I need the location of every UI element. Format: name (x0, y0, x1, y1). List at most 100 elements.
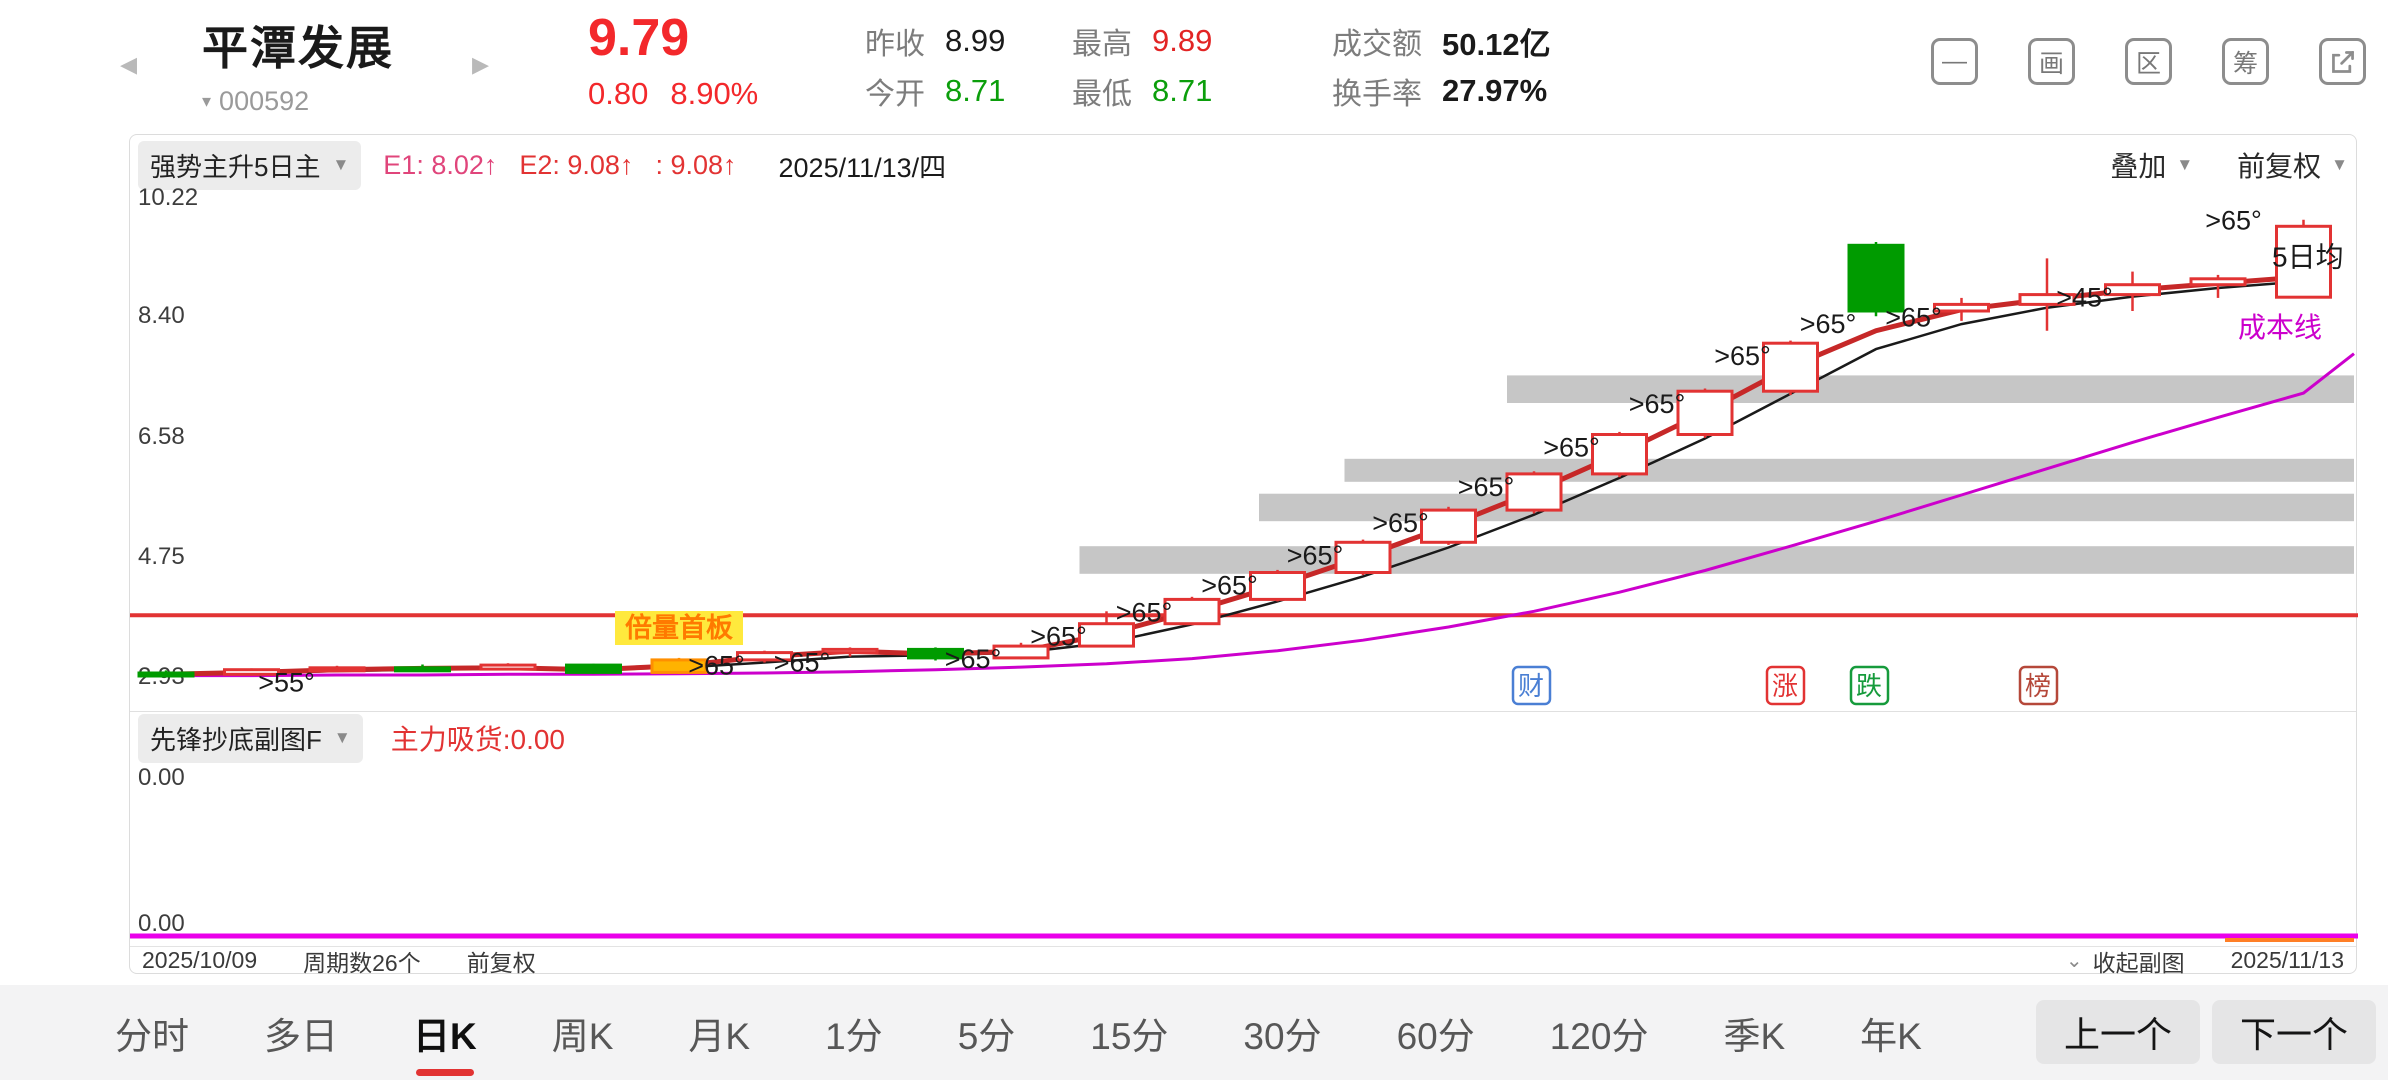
tab-yuek[interactable]: 月K (688, 1015, 751, 1057)
candle[interactable] (1249, 569, 1306, 602)
candle[interactable] (565, 663, 622, 674)
y-axis-label: 10.22 (138, 184, 199, 211)
chart-footer-info: 2025/10/09 周期数26个 前复权 ⌄ 收起副图 2025/11/13 (130, 946, 2356, 976)
next-stock-arrow[interactable]: ▸ (472, 45, 490, 83)
stock-identity[interactable]: 平潭发展 ▾ 000592 (202, 12, 394, 117)
candle[interactable] (394, 664, 451, 673)
candle[interactable] (736, 650, 793, 663)
stat-label: 最低 (1072, 78, 1132, 111)
stock-name: 平潭发展 (202, 22, 394, 74)
stat-label: 换手率 (1332, 78, 1422, 111)
stock-code-row[interactable]: ▾ 000592 (202, 86, 394, 117)
angle-annotation: >65° (1543, 433, 1600, 463)
sub-indicator-name: 先锋抄底副图F (150, 724, 322, 755)
candle[interactable] (907, 647, 964, 661)
tab-fenshi[interactable]: 分时 (115, 1015, 189, 1057)
angle-annotation: >65° (1201, 571, 1258, 601)
candle[interactable] (1420, 506, 1477, 545)
tab-60min[interactable]: 60分 (1396, 1015, 1475, 1057)
stat-value: 8.99 (945, 23, 1006, 58)
svg-text:倍量首板: 倍量首板 (625, 612, 733, 643)
chart-options: 叠加 ▼ 前复权 ▼ (2110, 145, 2348, 185)
prev-button[interactable]: 上一个 (2035, 1000, 2200, 1064)
candle[interactable] (1078, 611, 1135, 648)
main-indicator-selector[interactable]: 强势主升5日主 ▼ (138, 140, 362, 190)
candle[interactable] (992, 642, 1050, 660)
candle[interactable] (308, 665, 366, 673)
period-tabbar: 分时 多日 日K 周K 月K 1分 5分 15分 30分 60分 120分 季K… (0, 985, 2388, 1080)
sub-chart-svg[interactable] (130, 756, 2358, 947)
tab-niank[interactable]: 年K (1860, 1015, 1922, 1057)
candle[interactable] (650, 657, 708, 674)
stat-value: 9.89 (1152, 23, 1213, 58)
caret-down-icon: ▼ (332, 155, 350, 174)
header-toolbar: — 画 区 筹 (1931, 38, 2366, 85)
change-amount: 0.80 (588, 76, 649, 111)
adjust-selector[interactable]: 前复权 ▼ (2237, 145, 2348, 185)
candle[interactable] (223, 668, 280, 676)
y-axis-label: 8.40 (138, 302, 185, 329)
tab-1min[interactable]: 1分 (825, 1015, 883, 1057)
candle[interactable] (2018, 258, 2076, 331)
candle[interactable] (1163, 596, 1221, 626)
region-icon[interactable]: 区 (2125, 38, 2172, 85)
resistance-band (1079, 546, 2354, 574)
main-indicator-name: 强势主升5日主 (150, 151, 321, 182)
main-indicator-row: 强势主升5日主 ▼ E1: 8.02↑ E2: 9.08↑ : 9.08↑ 20… (138, 140, 2348, 190)
svg-text:榜: 榜 (2025, 671, 2051, 701)
candle[interactable] (1676, 388, 1734, 438)
share-icon[interactable] (2319, 38, 2366, 85)
minimize-icon[interactable]: — (1931, 38, 1978, 85)
candle[interactable] (1334, 539, 1392, 576)
candle[interactable] (821, 647, 879, 657)
candle[interactable] (2104, 271, 2161, 311)
stat-label: 最高 (1072, 28, 1132, 61)
main-chart-svg[interactable]: 倍量首板 >55° >65° >65° >65° >65° >65° >65° >65° >65°… (130, 187, 2358, 737)
badge[interactable]: 财 (1511, 665, 1552, 706)
candle[interactable] (1505, 471, 1563, 514)
candle[interactable] (1591, 431, 1648, 478)
angle-annotation: >65° (1458, 472, 1515, 502)
indicator-e3-value: : 9.08↑ (655, 149, 737, 180)
resistance-band (1507, 375, 2354, 403)
draw-icon[interactable]: 画 (2028, 38, 2075, 85)
tab-duori[interactable]: 多日 (264, 1015, 338, 1057)
candle[interactable] (2189, 274, 2247, 298)
tab-5min[interactable]: 5分 (957, 1015, 1016, 1057)
candle[interactable] (1847, 242, 1905, 317)
caret-down-icon: ▼ (2331, 155, 2348, 174)
tab-30min[interactable]: 30分 (1243, 1015, 1322, 1057)
badge[interactable]: 榜 (2018, 665, 2059, 706)
tab-jik[interactable]: 季K (1723, 1015, 1786, 1057)
sub-y-axis-label: 0.00 (138, 764, 185, 791)
badge[interactable]: 跌 (1849, 665, 1890, 706)
cost-label: 成本线 (2238, 312, 2322, 343)
chips-icon[interactable]: 筹 (2222, 38, 2269, 85)
tab-120min[interactable]: 120分 (1549, 1015, 1649, 1057)
prev-stock-arrow[interactable]: ◂ (120, 45, 138, 83)
tab-rik[interactable]: 日K (413, 1006, 477, 1060)
tab-zhouk[interactable]: 周K (551, 1015, 614, 1057)
overlay-selector[interactable]: 叠加 ▼ (2110, 145, 2193, 185)
stat-value: 50.12亿 (1442, 26, 1551, 62)
tab-15min[interactable]: 15分 (1090, 1015, 1169, 1057)
collapse-subchart-button[interactable]: ⌄ 收起副图 (2066, 944, 2185, 978)
sub-y-axis-label: 0.00 (138, 910, 185, 937)
next-button[interactable]: 下一个 (2211, 1000, 2376, 1064)
price-change: 0.80 8.90% (588, 76, 758, 112)
candle[interactable] (137, 670, 195, 678)
candle[interactable] (1762, 340, 1819, 396)
stat-label: 昨收 (865, 28, 925, 61)
angle-annotation: >65° (1030, 622, 1087, 652)
candle[interactable] (479, 663, 537, 671)
angle-annotation: >55° (258, 668, 315, 698)
stats-col-1: 昨收 8.99 今开 8.71 (865, 16, 1005, 116)
sub-indicator-selector[interactable]: 先锋抄底副图F ▼ (138, 713, 363, 763)
cost-line (166, 352, 2355, 678)
sub-indicator-row: 先锋抄底副图F ▼ 主力吸货:0.00 (130, 712, 2356, 763)
badge[interactable]: 涨 (1765, 665, 1806, 706)
candle[interactable] (1933, 297, 1990, 321)
stat-label: 成交额 (1332, 28, 1422, 61)
candle[interactable] (2275, 219, 2332, 299)
